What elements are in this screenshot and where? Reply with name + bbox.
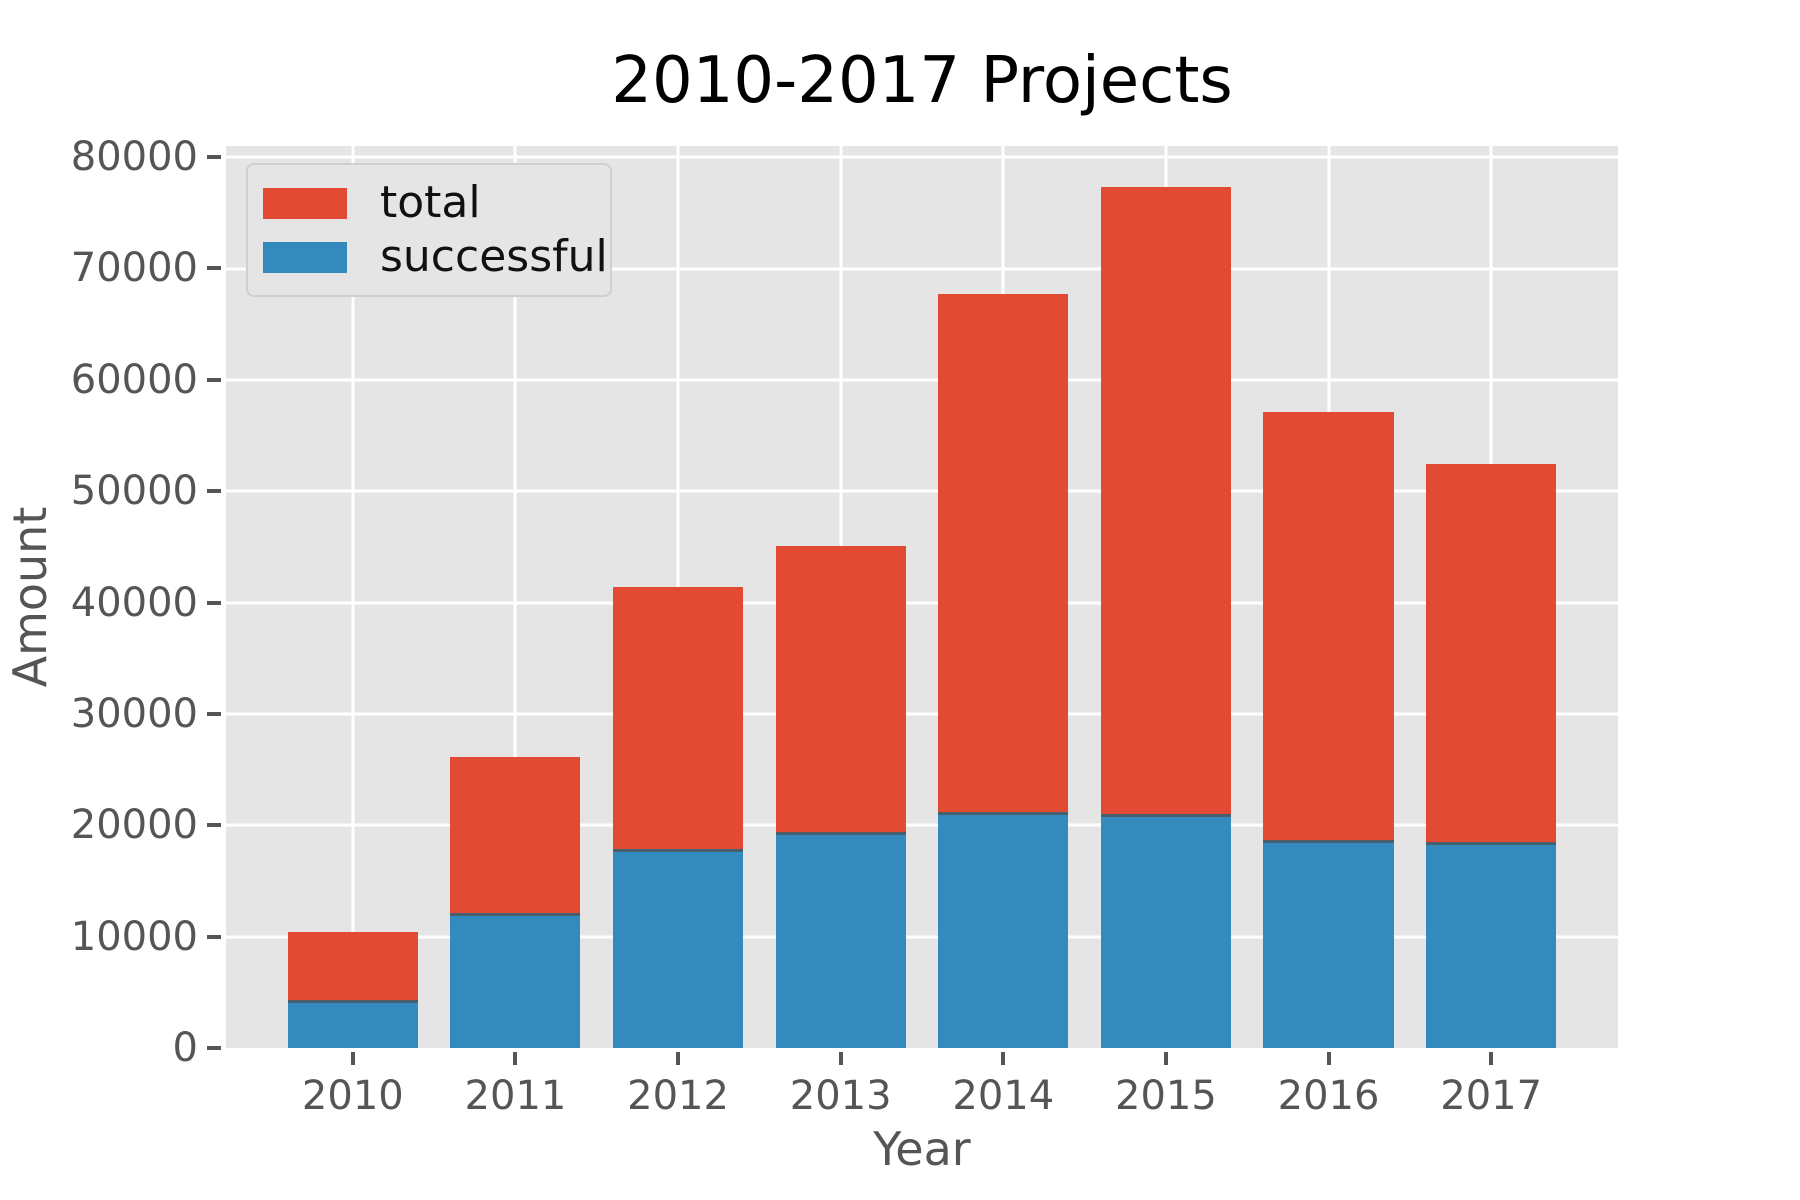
x-tick-label-2016: 2016 bbox=[1277, 1073, 1380, 1119]
x-axis-label: Year bbox=[873, 1122, 971, 1176]
x-tick-mark-2013 bbox=[838, 1052, 843, 1065]
bar-2017-successful bbox=[1426, 842, 1557, 1048]
y-tick-mark-10000 bbox=[207, 934, 221, 939]
y-tick-mark-30000 bbox=[207, 711, 221, 716]
legend-label-successful: successful bbox=[380, 231, 608, 282]
gridline-x-2011 bbox=[513, 146, 517, 1048]
x-tick-mark-2014 bbox=[1001, 1052, 1006, 1065]
bar-2013-successful bbox=[775, 831, 906, 1048]
x-tick-label-2013: 2013 bbox=[789, 1073, 892, 1119]
gridline-y-30000 bbox=[226, 712, 1618, 716]
x-tick-mark-2012 bbox=[676, 1052, 681, 1065]
y-tick-mark-20000 bbox=[207, 823, 221, 828]
gridline-y-20000 bbox=[226, 823, 1618, 827]
legend-swatch-successful bbox=[263, 241, 347, 273]
gridline-y-70000 bbox=[226, 267, 1618, 270]
legend: total successful bbox=[246, 163, 612, 297]
bar-2011-successful bbox=[450, 913, 581, 1048]
y-tick-label-50000: 50000 bbox=[70, 468, 198, 515]
x-tick-label-2011: 2011 bbox=[464, 1073, 567, 1119]
y-tick-label-40000: 40000 bbox=[70, 579, 198, 626]
bar-2012-successful bbox=[613, 848, 744, 1048]
y-tick-label-10000: 10000 bbox=[70, 913, 198, 960]
x-tick-mark-2015 bbox=[1163, 1052, 1168, 1065]
y-tick-label-0: 0 bbox=[172, 1025, 198, 1071]
bar-2015-successful bbox=[1100, 814, 1231, 1048]
bar-2010-successful bbox=[287, 1000, 418, 1048]
gridline-x-2010 bbox=[351, 146, 355, 1048]
x-tick-label-2010: 2010 bbox=[301, 1073, 404, 1119]
x-tick-mark-2011 bbox=[513, 1052, 518, 1065]
y-tick-mark-80000 bbox=[207, 155, 221, 160]
x-tick-label-2014: 2014 bbox=[952, 1073, 1055, 1119]
y-tick-mark-40000 bbox=[207, 600, 221, 605]
legend-swatch-total bbox=[263, 187, 347, 219]
gridline-y-40000 bbox=[226, 601, 1618, 605]
bar-2016-successful bbox=[1263, 839, 1394, 1048]
gridline-y-80000 bbox=[226, 155, 1618, 159]
y-tick-label-30000: 30000 bbox=[70, 690, 198, 737]
y-tick-label-60000: 60000 bbox=[70, 356, 198, 403]
y-tick-mark-60000 bbox=[207, 377, 221, 382]
x-tick-label-2012: 2012 bbox=[627, 1073, 729, 1119]
x-tick-mark-2016 bbox=[1326, 1052, 1331, 1065]
y-tick-mark-70000 bbox=[207, 266, 221, 271]
y-tick-mark-0 bbox=[207, 1046, 221, 1050]
legend-item-successful: successful bbox=[263, 235, 610, 279]
legend-label-total: total bbox=[380, 177, 481, 228]
x-tick-label-2015: 2015 bbox=[1115, 1073, 1217, 1119]
gridline-y-10000 bbox=[226, 935, 1618, 939]
x-tick-mark-2017 bbox=[1489, 1052, 1494, 1065]
y-tick-label-80000: 80000 bbox=[70, 134, 198, 181]
chart-title: 2010-2017 Projects bbox=[611, 44, 1233, 118]
gridline-y-60000 bbox=[226, 378, 1618, 382]
y-tick-label-70000: 70000 bbox=[70, 245, 198, 292]
x-tick-label-2017: 2017 bbox=[1440, 1073, 1543, 1119]
legend-item-total: total bbox=[263, 181, 610, 225]
gridline-y-50000 bbox=[226, 489, 1618, 493]
bar-2014-successful bbox=[938, 811, 1069, 1048]
plot-area bbox=[226, 146, 1618, 1048]
y-tick-label-20000: 20000 bbox=[70, 802, 198, 849]
x-tick-mark-2010 bbox=[350, 1052, 355, 1065]
y-tick-mark-50000 bbox=[207, 489, 221, 494]
